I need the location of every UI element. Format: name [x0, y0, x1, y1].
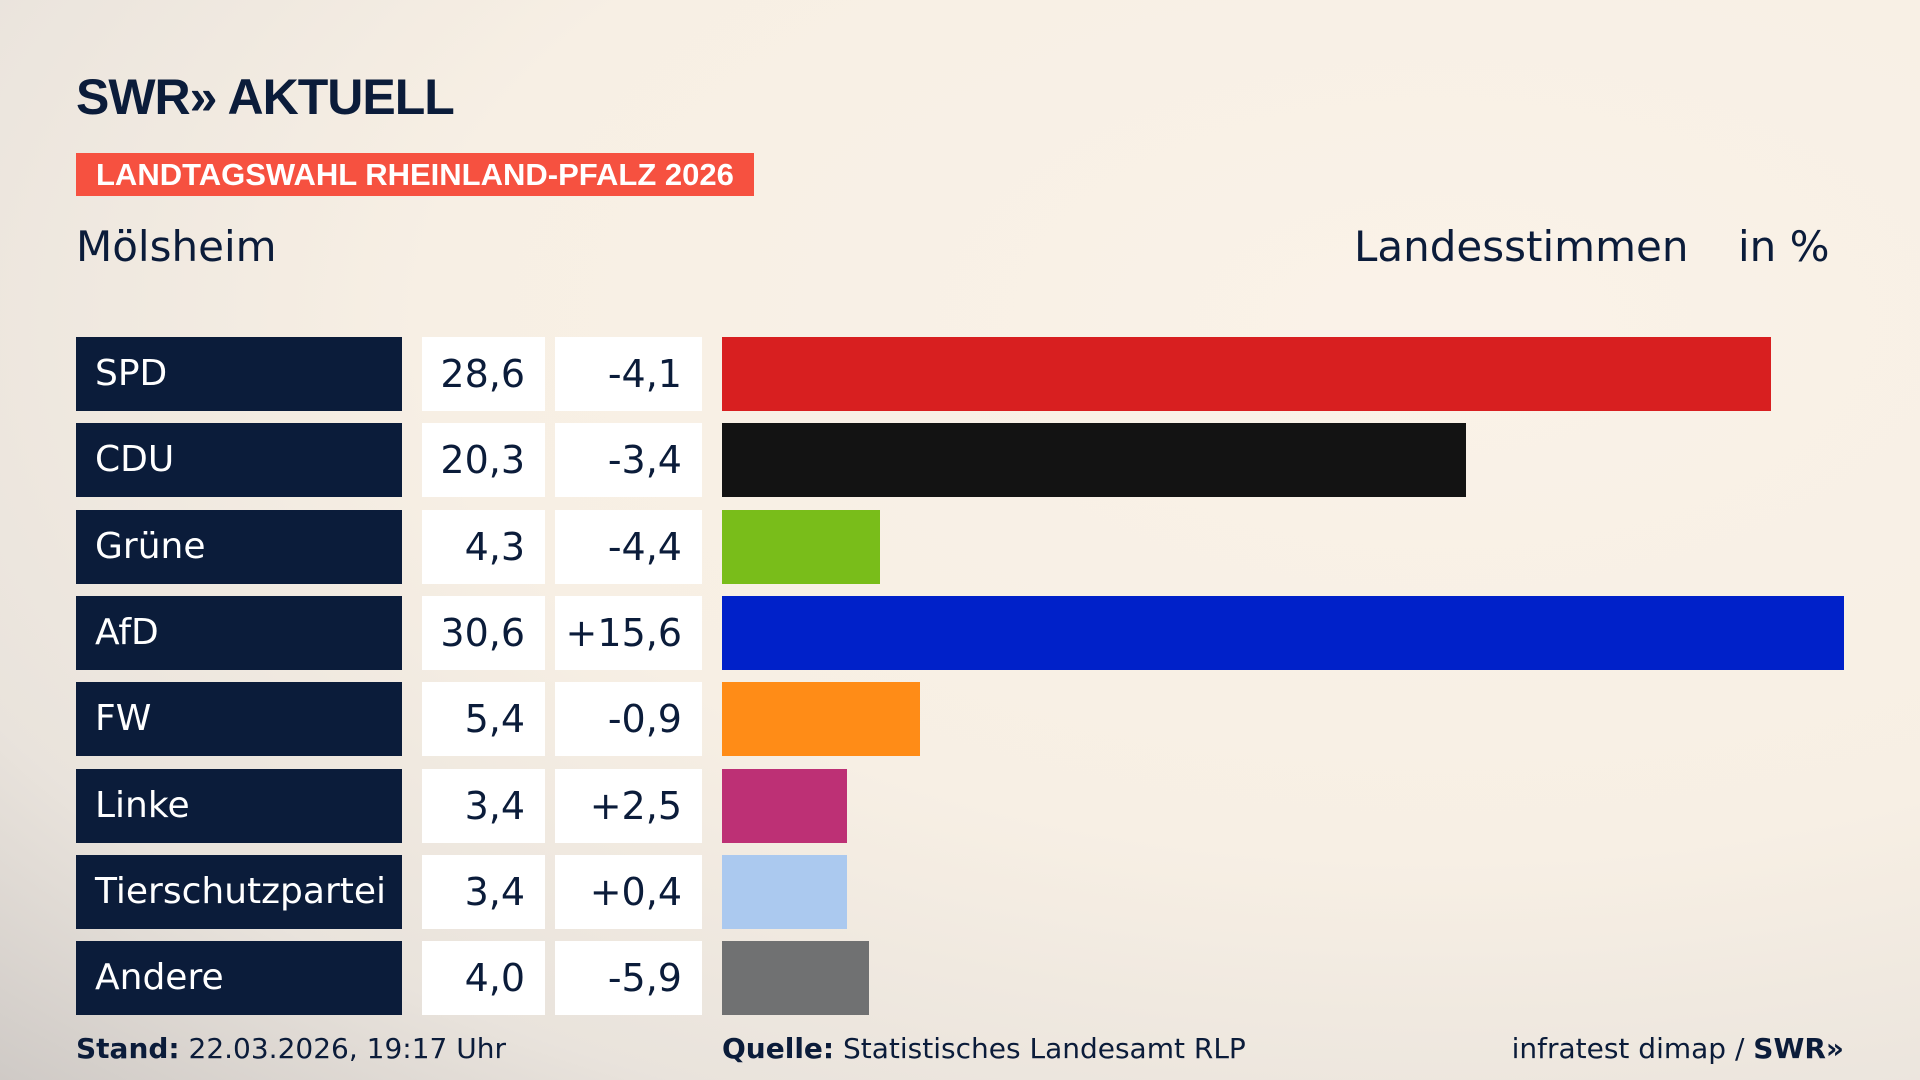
party-row: CDU 20,3 -3,4	[0, 423, 1920, 498]
source-label: Quelle:	[722, 1032, 835, 1065]
swr-logo-small: SWR»	[1753, 1032, 1844, 1065]
credit-text: infratest dimap /	[1511, 1032, 1754, 1065]
party-row: SPD 28,6 -4,1	[0, 337, 1920, 411]
party-percent: 4,3	[422, 509, 545, 584]
vote-type-label: Landesstimmen	[1354, 222, 1689, 271]
party-percent: 3,4	[422, 854, 545, 929]
party-row: Andere 4,0 -5,9	[0, 941, 1920, 1016]
party-percent: 4,0	[422, 941, 545, 1016]
party-percent: 3,4	[422, 768, 545, 843]
party-name: CDU	[76, 423, 402, 498]
party-bar	[722, 682, 920, 757]
party-bar	[722, 509, 880, 584]
party-percent: 28,6	[422, 337, 545, 411]
party-name: Grüne	[76, 509, 402, 584]
party-bar	[722, 941, 869, 1016]
party-name: Linke	[76, 768, 402, 843]
party-row: AfD 30,6 +15,6	[0, 595, 1920, 670]
party-change: -3,4	[555, 423, 702, 498]
party-change: -5,9	[555, 941, 702, 1016]
stand-label: Stand:	[76, 1032, 180, 1065]
unit-label: in %	[1738, 222, 1830, 271]
party-bar	[722, 337, 1771, 411]
party-change: -0,9	[555, 682, 702, 757]
election-banner: LANDTAGSWAHL RHEINLAND-PFALZ 2026	[76, 153, 754, 196]
party-percent: 5,4	[422, 682, 545, 757]
party-percent: 20,3	[422, 423, 545, 498]
source-value: Statistisches Landesamt RLP	[834, 1032, 1246, 1065]
party-change: +2,5	[555, 768, 702, 843]
party-bar	[722, 768, 847, 843]
party-name: Tierschutzpartei	[76, 854, 402, 929]
party-change: +0,4	[555, 854, 702, 929]
source: Quelle: Statistisches Landesamt RLP	[722, 1032, 1246, 1065]
party-name: Andere	[76, 941, 402, 1016]
party-change: +15,6	[555, 595, 702, 670]
party-row: Tierschutzpartei 3,4 +0,4	[0, 854, 1920, 929]
party-name: FW	[76, 682, 402, 757]
party-change: -4,1	[555, 337, 702, 411]
party-bar	[722, 423, 1467, 498]
party-bar	[722, 854, 847, 929]
party-percent: 30,6	[422, 595, 545, 670]
stand-value: 22.03.2026, 19:17 Uhr	[179, 1032, 506, 1065]
party-change: -4,4	[555, 509, 702, 584]
party-row: Linke 3,4 +2,5	[0, 768, 1920, 843]
party-row: FW 5,4 -0,9	[0, 682, 1920, 757]
party-name: SPD	[76, 337, 402, 411]
swr-aktuell-logo: SWR» AKTUELL	[76, 69, 455, 125]
credit: infratest dimap / SWR»	[1512, 1032, 1844, 1065]
party-bar	[722, 595, 1844, 670]
party-row: Grüne 4,3 -4,4	[0, 509, 1920, 584]
party-name: AfD	[76, 595, 402, 670]
location-title: Mölsheim	[76, 222, 277, 271]
timestamp: Stand: 22.03.2026, 19:17 Uhr	[76, 1032, 506, 1065]
